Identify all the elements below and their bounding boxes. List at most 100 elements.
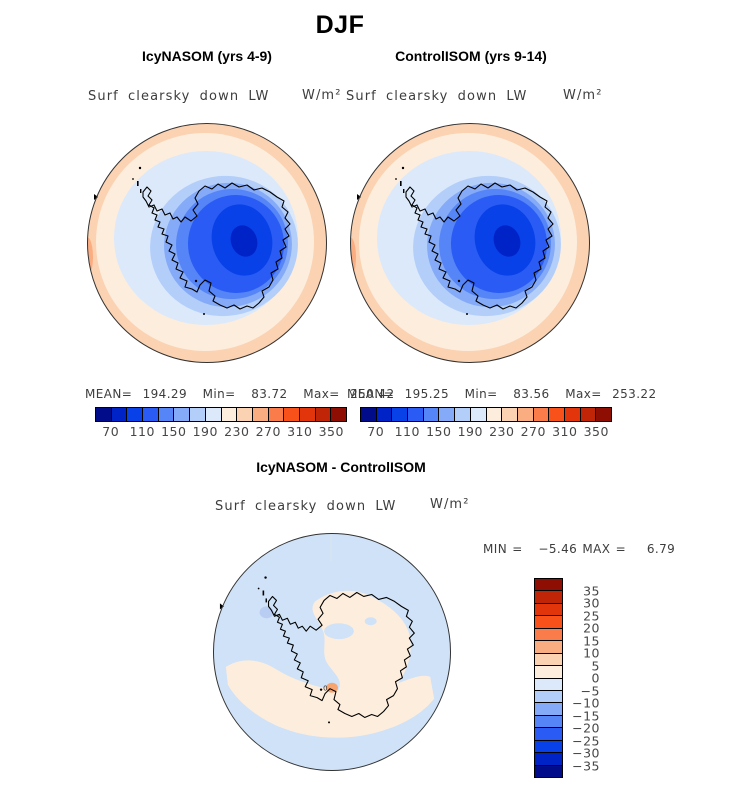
colorbar-cell [534,752,563,766]
colorbar-left-cells [95,407,347,422]
colorbar-tick-label: −10 [572,695,600,711]
colorbar-tick-label: 0 [591,670,600,686]
colorbar-left-ticks: 70 110 150 190 230 270 310 350 [95,424,347,440]
colorbar-cell [314,407,332,422]
colorbar-cell [407,407,424,422]
colorbar-cell [173,407,191,422]
map-difference [212,532,452,772]
colorbar-tick-label: 230 [224,424,250,439]
colorbar-tick-label: 190 [457,424,483,439]
colorbar-cell [157,407,175,422]
colorbar-cell [534,689,563,704]
colorbar-cell [534,578,563,592]
colorbar-cell [534,677,563,691]
colorbar-cell [563,407,581,422]
colorbar-tick-label: 150 [426,424,452,439]
colorbar-cell [548,407,565,422]
colorbar-cell [391,407,409,422]
colorbar-cell [375,407,393,422]
colorbar-tick-label: 110 [129,424,155,439]
colorbar-right-cells [360,407,612,422]
colorbar-cell [438,407,456,422]
diff-field-label: Surf clearsky down LW [215,499,397,514]
left-field-label: Surf clearsky down LW [88,89,270,104]
colorbar-cell [236,407,253,422]
colorbar-cell [534,764,563,778]
colorbar-cell [534,714,563,729]
colorbar-cell [360,407,377,422]
colorbar-cell [534,665,563,679]
colorbar-left: 70 110 150 190 230 270 310 350 [95,407,347,441]
colorbar-cell [220,407,238,422]
left-units-label: W/m² [302,88,342,103]
colorbar-right: 70 110 150 190 230 270 310 350 [360,407,612,441]
colorbar-cell [532,407,550,422]
colorbar-cell [485,407,503,422]
colorbar-cell [267,407,285,422]
colorbar-cell [534,640,563,654]
colorbar-tick-label: 310 [287,424,313,439]
colorbar-cell [534,727,563,741]
colorbar-cell [204,407,222,422]
colorbar-tick-label: −25 [572,733,600,748]
colorbar-tick-label: 15 [583,633,600,648]
colorbar-tick-label: 70 [367,424,385,439]
colorbar-tick-label: 10 [583,645,600,661]
colorbar-tick-label: −35 [572,758,600,773]
colorbar-cell [534,627,563,642]
colorbar-tick-label: 20 [583,620,600,636]
colorbar-tick-label: 150 [161,424,187,439]
colorbar-cell [189,407,206,422]
colorbar-tick-label: −20 [572,720,600,736]
season-title: DJF [315,11,365,39]
diff-units-label: W/m² [430,497,470,512]
right-units-label: W/m² [563,88,603,103]
colorbar-cell [534,739,563,754]
colorbar-tick-label: −30 [572,745,600,761]
colorbar-cell [534,652,563,667]
colorbar-tick-label: 190 [192,424,218,439]
diff-panel-title: IcyNASOM - ControlISOM [256,459,426,475]
colorbar-tick-label: 270 [520,424,546,439]
colorbar-tick-label: −15 [572,708,600,723]
colorbar-tick-label: 230 [489,424,515,439]
left-stats: MEAN= 194.29 Min= 83.72 Max= 250.42 [85,387,395,401]
colorbar-tick-label: 310 [552,424,578,439]
colorbar-cell [330,407,347,422]
colorbar-cell [501,407,518,422]
colorbar-cell [534,702,563,716]
colorbar-cell [126,407,144,422]
left-panel-title: IcyNASOM (yrs 4-9) [142,48,272,64]
colorbar-cell [298,407,316,422]
colorbar-diff: 35 30 25 20 15 10 5 0 −5 −10 −15 −20 −25 −30 −35 [534,578,634,778]
colorbar-tick-label: 25 [583,608,600,623]
colorbar-cell [422,407,440,422]
colorbar-cell [579,407,597,422]
colorbar-cell [516,407,534,422]
colorbar-tick-label: 35 [583,583,600,598]
colorbar-cell [534,615,563,629]
map-controlisom [349,122,591,364]
diff-minmax: MIN = −5.46 MAX = 6.79 [483,542,676,556]
colorbar-cell [142,407,159,422]
right-panel-title: ControlISOM (yrs 9-14) [395,48,547,64]
colorbar-tick-label: 350 [318,424,344,439]
colorbar-cell [251,407,269,422]
map-icynasom [86,122,328,364]
colorbar-tick-label: 70 [102,424,120,439]
colorbar-tick-label: 30 [583,595,600,611]
colorbar-cell [95,407,112,422]
colorbar-cell [110,407,128,422]
colorbar-cell [534,590,563,604]
colorbar-diff-cells [534,578,563,778]
colorbar-cell [283,407,300,422]
colorbar-tick-label: 270 [255,424,281,439]
colorbar-tick-label: 350 [583,424,609,439]
colorbar-tick-label: 110 [394,424,420,439]
colorbar-cell [595,407,612,422]
right-field-label: Surf clearsky down LW [346,89,528,104]
colorbar-tick-label: −5 [580,683,600,698]
colorbar-cell [454,407,471,422]
colorbar-cell [534,602,563,617]
